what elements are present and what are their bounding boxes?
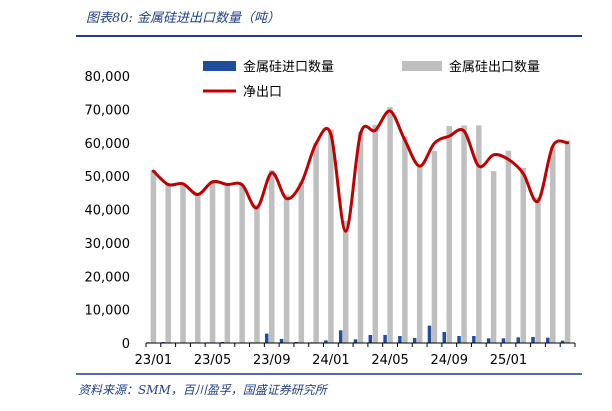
x-tick-label: 25/01 [490, 353, 527, 368]
import-bar [324, 340, 328, 343]
y-tick-label: 30,000 [85, 237, 131, 252]
export-bar [298, 182, 305, 343]
y-tick-label: 0 [122, 337, 130, 352]
import-bar [279, 338, 284, 343]
import-bar [161, 341, 165, 343]
x-tick-label: 24/01 [312, 353, 349, 368]
import-bar [560, 340, 565, 343]
import-bar [368, 334, 373, 343]
x-tick-label: 23/09 [253, 353, 290, 368]
legend-net-label: 净出口 [243, 85, 282, 100]
export-bar [461, 125, 467, 344]
y-tick-label: 80,000 [85, 70, 131, 85]
export-bar [313, 142, 319, 343]
x-tick-label: 23/05 [194, 353, 231, 368]
legend-import-swatch [203, 61, 236, 71]
x-axis: 23/01 23/05 23/09 24/01 24/05 24/09 25/01 [135, 343, 576, 368]
export-bar [150, 170, 157, 343]
export-bar [283, 194, 290, 343]
import-bar [294, 341, 299, 343]
import-bar [516, 337, 520, 343]
y-axis: 0 10,000 20,000 30,000 40,000 50,000 60,000 70,… [85, 70, 131, 352]
export-bar [357, 131, 364, 343]
export-bar [239, 184, 245, 343]
export-bar [416, 165, 423, 343]
export-bar [476, 125, 482, 344]
export-bar [520, 167, 526, 343]
export-bar [505, 150, 512, 343]
import-bar [220, 341, 225, 343]
import-bar [383, 334, 387, 343]
export-bar [165, 183, 171, 343]
export-bar [342, 220, 349, 343]
export-bar [328, 129, 334, 343]
export-bar [372, 124, 379, 343]
import-bar [501, 338, 506, 343]
x-tick-label: 23/01 [135, 353, 172, 368]
y-tick-label: 40,000 [85, 204, 131, 219]
import-bar [472, 335, 476, 343]
import-bars [146, 325, 565, 343]
export-bar [564, 140, 571, 343]
import-bar [338, 330, 343, 343]
import-bar [531, 336, 535, 343]
export-bar [209, 181, 216, 343]
import-bar [427, 325, 432, 343]
export-bar [254, 204, 260, 343]
x-tick-label: 24/09 [431, 353, 468, 368]
legend-import-label: 金属硅进口数量 [243, 59, 334, 75]
figure-title: 图表80: 金属硅进出口数量（吨） [86, 10, 280, 26]
export-bar [402, 136, 408, 343]
y-tick-label: 70,000 [85, 103, 131, 118]
import-bar [457, 335, 461, 343]
source-note: 资料来源：SMM，百川盈孚，国盛证券研究所 [78, 383, 329, 397]
export-bars [150, 107, 571, 344]
net-export-line [151, 109, 570, 233]
legend-export-swatch [402, 61, 442, 71]
export-bar [490, 171, 497, 343]
import-bar [546, 337, 550, 343]
y-tick-label: 20,000 [85, 270, 131, 285]
export-bar [446, 126, 453, 343]
export-bar [387, 107, 393, 343]
export-bar [268, 170, 275, 343]
export-bar [550, 147, 556, 343]
legend-export-label: 金属硅出口数量 [449, 59, 540, 75]
y-tick-label: 50,000 [85, 170, 131, 185]
export-bar [195, 193, 201, 343]
export-bar [431, 151, 438, 343]
export-bar [535, 197, 541, 343]
y-tick-label: 10,000 [85, 304, 131, 319]
export-bar [224, 183, 231, 343]
import-bar [486, 338, 491, 343]
export-bar [180, 183, 186, 343]
import-bar [398, 335, 402, 343]
x-tick-label: 24/05 [371, 353, 408, 368]
import-bar [264, 333, 269, 343]
import-bar [412, 337, 417, 343]
import-bar [442, 331, 447, 343]
legend: 金属硅进口数量 金属硅出口数量 净出口 [203, 59, 540, 100]
import-bar [353, 339, 358, 343]
y-tick-label: 60,000 [85, 137, 131, 152]
